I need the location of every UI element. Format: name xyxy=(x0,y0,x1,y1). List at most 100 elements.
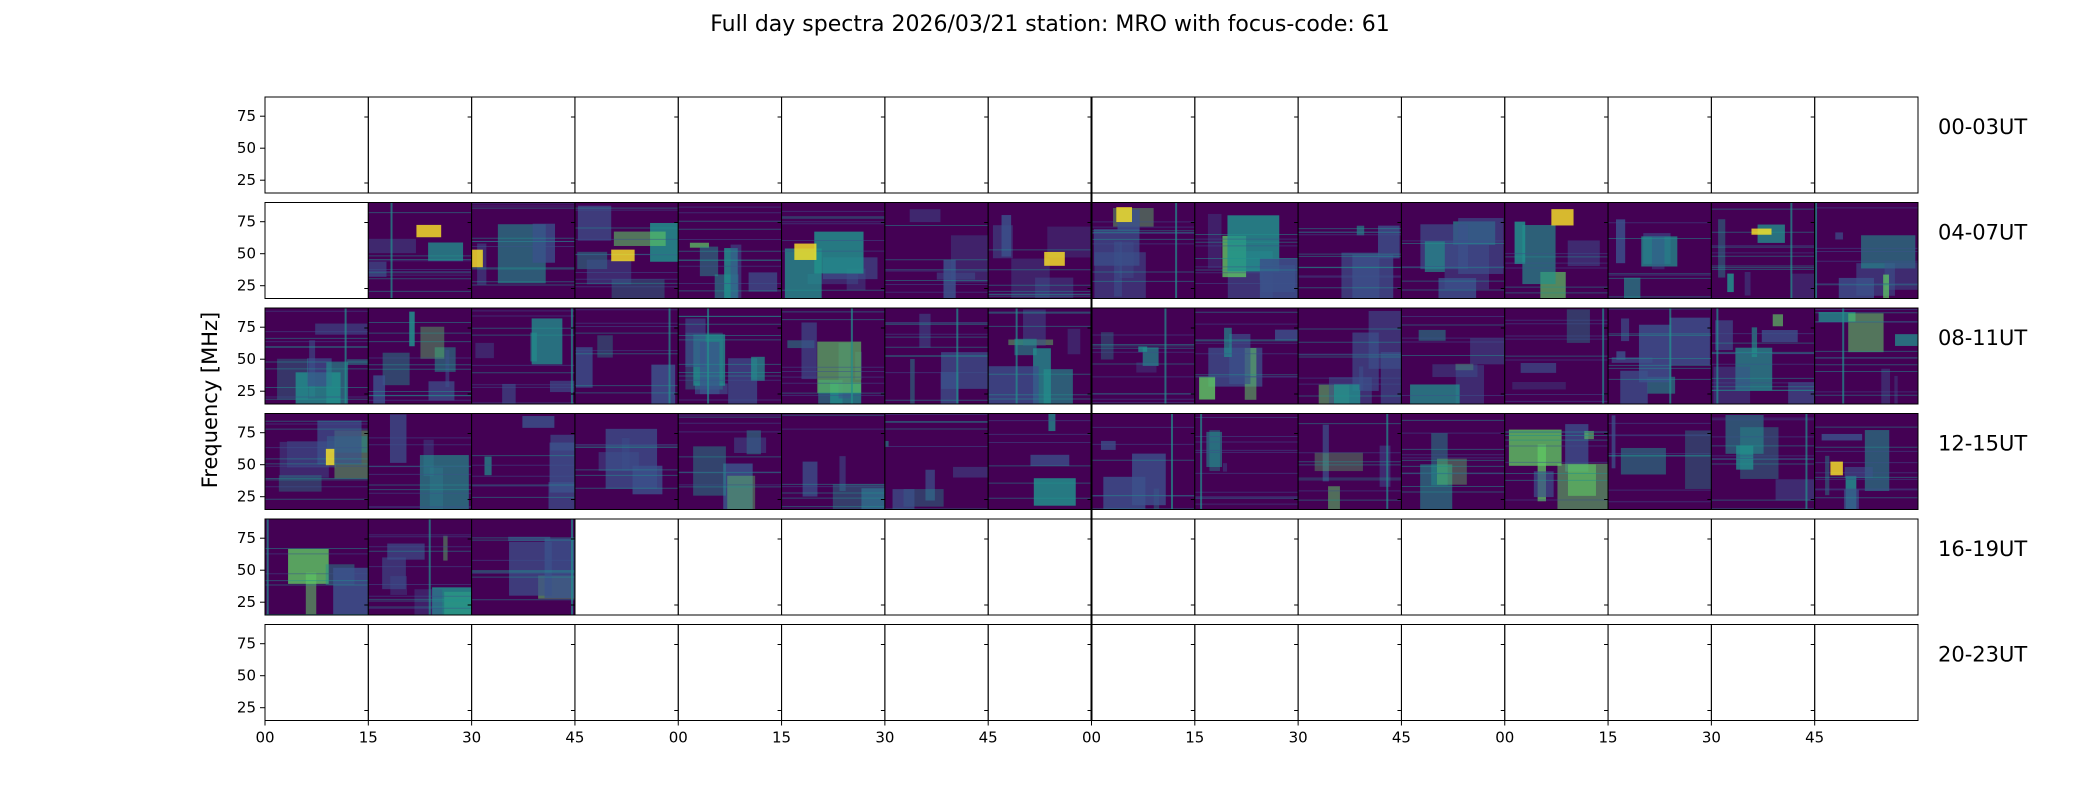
spectrum-feature xyxy=(1014,338,1037,356)
spectrum-feature xyxy=(428,242,464,262)
spectrum-feature xyxy=(1418,329,1446,341)
spectrum-feature xyxy=(1444,240,1490,290)
spectrum-feature xyxy=(1616,351,1626,360)
y-tick-label: 25 xyxy=(237,488,256,506)
panel-frame-1-12 xyxy=(1400,96,1506,194)
spectrum-feature xyxy=(1206,431,1222,468)
spectrum-hotspot xyxy=(1116,207,1132,223)
spectrum-feature xyxy=(1207,213,1222,269)
spectra-row-5: 75 50 25 16-19UT xyxy=(237,518,2027,616)
spectrum-feature xyxy=(699,246,719,277)
spectrum-feature xyxy=(950,235,989,283)
x-tick-label: 30 xyxy=(462,729,481,747)
spectrum-feature xyxy=(1333,384,1361,404)
spectrum-hotspot xyxy=(325,448,335,466)
spectrum-feature xyxy=(1884,262,1918,290)
spectrum-feature xyxy=(428,381,455,401)
spectrum-feature xyxy=(1744,272,1751,296)
spectrum-hotspot xyxy=(794,243,817,260)
spectrum-feature xyxy=(333,567,369,615)
x-tick-label: 00 xyxy=(1082,729,1101,747)
spectrum-feature xyxy=(910,358,915,404)
spectrum-feature xyxy=(1378,225,1400,259)
spectrum-feature xyxy=(730,244,742,298)
spectrum-feature xyxy=(419,455,469,510)
spectrum-feature xyxy=(1685,430,1712,489)
spectrum-feature xyxy=(1713,366,1751,404)
spectrum-feature xyxy=(1328,486,1340,510)
spectrum-feature xyxy=(919,313,931,348)
spectrum-feature xyxy=(414,589,443,615)
panel-frame-5-16 xyxy=(1814,518,1919,616)
spectrum-feature xyxy=(1718,219,1726,278)
spectrum-panel-2-7 xyxy=(884,202,989,299)
spectrum-feature xyxy=(1470,338,1505,365)
panel-frame-5-6 xyxy=(781,518,886,616)
spectrum-feature xyxy=(1566,309,1590,343)
spectrum-feature xyxy=(1838,277,1874,299)
spectrum-feature xyxy=(1030,454,1070,466)
spectrum-feature xyxy=(1611,415,1616,469)
panel-frame-5-7 xyxy=(884,518,989,616)
y-tick-label: 50 xyxy=(237,561,256,579)
spectrum-feature xyxy=(1352,254,1394,299)
panel-frame-6-3 xyxy=(471,624,576,721)
row-label-12-15UT: 12-15UT xyxy=(1938,432,2027,456)
spectrum-feature xyxy=(936,272,976,280)
spectrum-feature xyxy=(1138,346,1148,352)
panel-frame-1-2 xyxy=(367,96,473,194)
spectrum-feature xyxy=(909,209,941,223)
panel-frame-5-13 xyxy=(1504,518,1609,616)
panel-frame-6-14 xyxy=(1607,624,1712,721)
panel-frame-6-8 xyxy=(987,624,1092,721)
spectrum-feature xyxy=(1514,221,1526,264)
spectrum-feature xyxy=(1035,277,1074,299)
panel-frame-1-15 xyxy=(1710,96,1816,194)
spectrum-feature xyxy=(445,349,450,388)
x-tick-label: 15 xyxy=(1185,729,1204,747)
x-tick-label: 00 xyxy=(1495,729,1514,747)
spectrum-feature xyxy=(1455,363,1474,371)
spectra-row-6: 75 50 25 20-23UT xyxy=(237,624,2027,721)
panel-frame-5-8 xyxy=(987,518,1092,616)
y-tick-label: 75 xyxy=(237,318,256,336)
spectrum-feature xyxy=(1356,225,1365,236)
row-label-20-23UT: 20-23UT xyxy=(1938,643,2027,667)
panel-frame-1-5 xyxy=(677,96,783,194)
spectrum-feature xyxy=(1669,317,1710,365)
x-tick-label: 45 xyxy=(979,729,998,747)
spectrum-feature xyxy=(1512,381,1566,390)
y-tick-label: 75 xyxy=(237,529,256,547)
row-label-00-03UT: 00-03UT xyxy=(1938,115,2027,139)
spectrum-feature xyxy=(685,318,706,367)
spectrum-feature xyxy=(1775,479,1815,501)
spectra-row-2: 75 50 25 04-07UT xyxy=(237,202,2027,299)
spectrum-feature xyxy=(549,442,575,493)
spectrum-feature xyxy=(1825,455,1830,496)
spectrum-feature xyxy=(1199,376,1216,400)
spectrum-feature xyxy=(1048,413,1056,432)
row-label-08-11UT: 08-11UT xyxy=(1938,326,2027,350)
spectrum-feature xyxy=(1410,384,1460,404)
spectrum-feature xyxy=(801,322,817,380)
x-tick-label: 45 xyxy=(1392,729,1411,747)
spectrum-feature xyxy=(1818,312,1856,322)
y-tick-label: 25 xyxy=(237,382,256,400)
panel-frame-1-9 xyxy=(1091,96,1196,194)
panel-frame-6-10 xyxy=(1194,624,1299,721)
spectrum-feature xyxy=(1848,313,1884,353)
spectrum-feature xyxy=(1379,445,1391,487)
panel-frame-2-1 xyxy=(264,202,369,299)
panel-frame-3-16 xyxy=(1814,307,1919,405)
panel-frame-5-5 xyxy=(677,518,783,616)
panel-frame-6-13 xyxy=(1504,624,1609,721)
panel-frame-6-9 xyxy=(1091,624,1196,721)
spectrum-feature xyxy=(1616,219,1626,264)
panel-frame-5-14 xyxy=(1607,518,1712,616)
y-tick-label: 50 xyxy=(237,350,256,368)
y-tick-label: 50 xyxy=(237,456,256,474)
spectrum-feature xyxy=(748,272,778,292)
row-label-16-19UT: 16-19UT xyxy=(1938,537,2027,561)
spectrum-feature xyxy=(277,358,309,400)
